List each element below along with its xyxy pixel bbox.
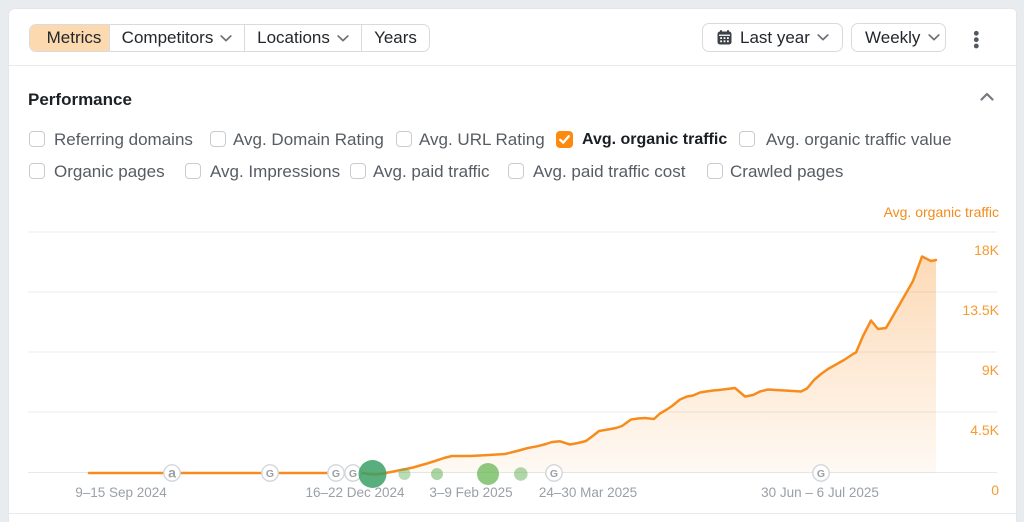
svg-text:G: G	[349, 468, 357, 480]
svg-text:G: G	[817, 468, 825, 480]
svg-text:G: G	[266, 468, 274, 480]
svg-text:G: G	[550, 468, 558, 480]
svg-text:a: a	[168, 465, 176, 481]
svg-text:G: G	[332, 468, 340, 480]
